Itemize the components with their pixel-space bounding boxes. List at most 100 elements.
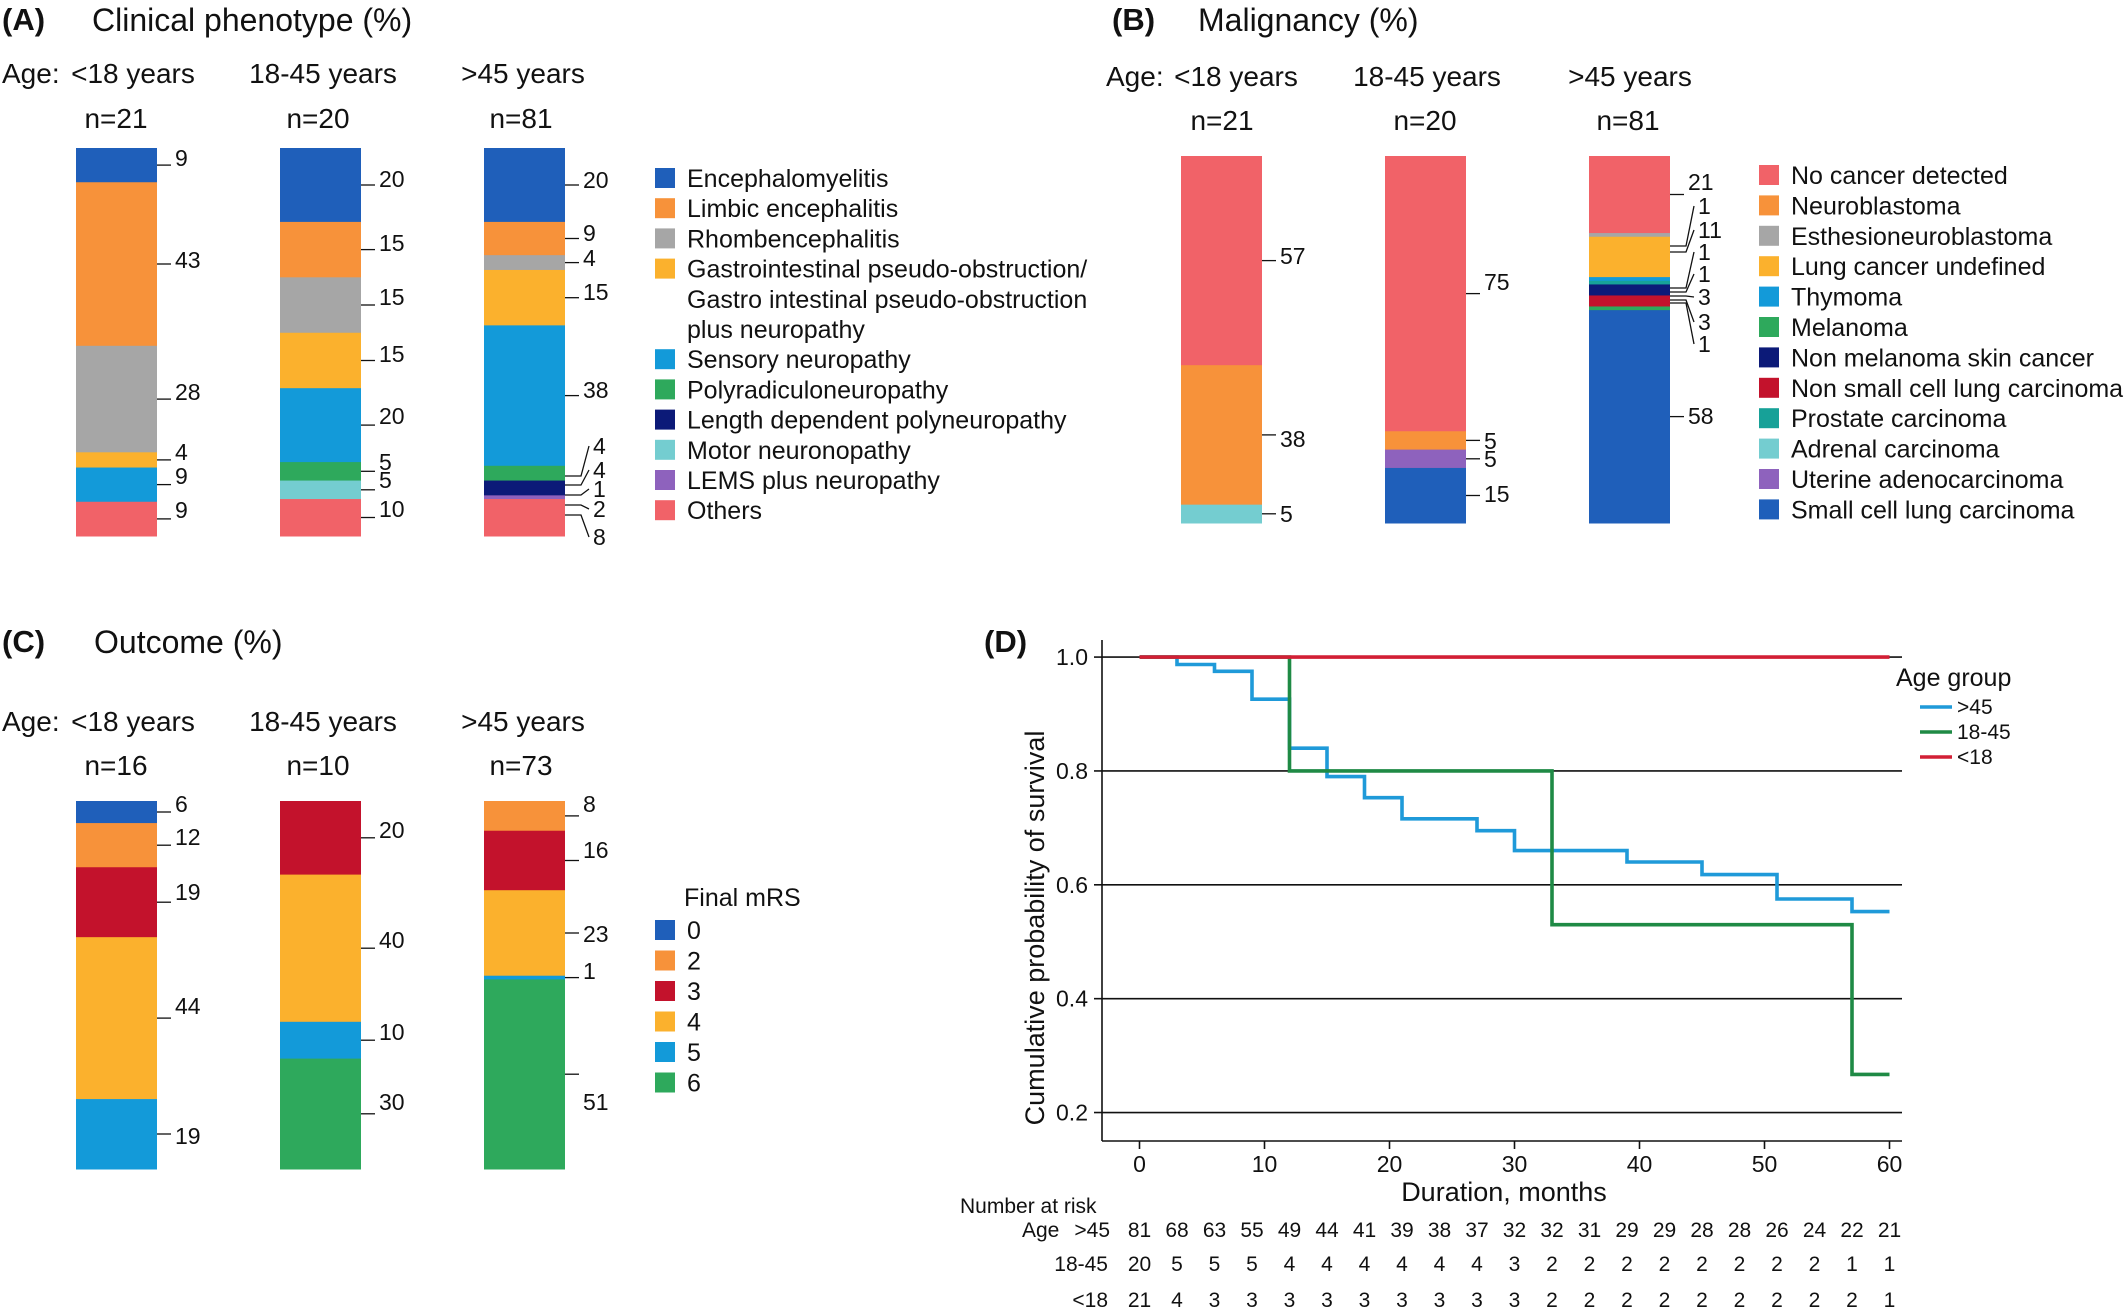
risk-value: 68 bbox=[1165, 1219, 1188, 1242]
age-group-label: 18-45 years bbox=[249, 706, 397, 737]
risk-value: 3 bbox=[1509, 1289, 1521, 1312]
segment-value-label: 1 bbox=[1698, 261, 1711, 287]
risk-value: 22 bbox=[1840, 1219, 1863, 1242]
legend-label: Limbic encephalitis bbox=[687, 195, 898, 223]
panel-a-age-prefix: Age: bbox=[2, 58, 60, 89]
risk-value: 5 bbox=[1246, 1253, 1258, 1276]
bar-segment bbox=[76, 148, 157, 183]
legend-label: Gastro intestinal pseudo-obstruction bbox=[687, 286, 1087, 314]
legend-label: plus neuropathy bbox=[687, 316, 865, 344]
panel-b-label: (B) bbox=[1112, 2, 1155, 37]
age-group-label: >45 years bbox=[1568, 61, 1692, 92]
bar-segment bbox=[1589, 156, 1670, 234]
segment-value-label: 40 bbox=[379, 927, 405, 953]
risk-value: 2 bbox=[1809, 1253, 1821, 1276]
segment-value-label: 9 bbox=[175, 145, 188, 171]
risk-value: 28 bbox=[1690, 1219, 1713, 1242]
panel-d-label: (D) bbox=[984, 624, 1027, 659]
bar-segment bbox=[76, 937, 157, 1100]
group-n-label: n=81 bbox=[1596, 105, 1659, 136]
risk-row-label: 18-45 bbox=[1054, 1253, 1108, 1276]
risk-value: 2 bbox=[1546, 1289, 1558, 1312]
legend-label: Lung cancer undefined bbox=[1791, 253, 2045, 281]
segment-value-label: 8 bbox=[583, 791, 596, 817]
group-n-label: n=20 bbox=[286, 103, 349, 134]
risk-value: 29 bbox=[1615, 1219, 1638, 1242]
km-y-tick-label: 0.4 bbox=[1056, 986, 1088, 1012]
risk-value: 2 bbox=[1809, 1289, 1821, 1312]
risk-value: 38 bbox=[1428, 1219, 1451, 1242]
km-x-tick-label: 30 bbox=[1502, 1151, 1528, 1177]
risk-value: 21 bbox=[1878, 1219, 1901, 1242]
group-n-label: n=73 bbox=[489, 750, 552, 781]
bar-segment bbox=[1181, 156, 1262, 366]
bar-segment bbox=[484, 979, 565, 1170]
bar-segment bbox=[1181, 504, 1262, 524]
segment-value-label: 5 bbox=[379, 467, 392, 493]
risk-value: 3 bbox=[1209, 1289, 1221, 1312]
risk-value: 1 bbox=[1846, 1253, 1858, 1276]
segment-value-label: 21 bbox=[1688, 169, 1714, 195]
risk-row-label: <18 bbox=[1072, 1289, 1108, 1312]
risk-value: 32 bbox=[1503, 1219, 1526, 1242]
bar-segment bbox=[1589, 236, 1670, 278]
bar-segment bbox=[484, 269, 565, 326]
segment-value-label: 9 bbox=[175, 463, 188, 489]
segment-leader-line bbox=[565, 469, 590, 486]
km-x-axis-label: Duration, months bbox=[1401, 1177, 1607, 1207]
segment-value-label: 9 bbox=[175, 497, 188, 523]
legend-swatch bbox=[1759, 347, 1779, 368]
bar-segment bbox=[280, 277, 361, 334]
bar-segment bbox=[484, 255, 565, 271]
risk-value: 2 bbox=[1771, 1289, 1783, 1312]
risk-value: 2 bbox=[1584, 1289, 1596, 1312]
segment-value-label: 15 bbox=[379, 284, 405, 310]
panel-c-legend: 0 23 45 6 bbox=[655, 917, 701, 1098]
legend-label: Polyradiculoneuropathy bbox=[687, 376, 949, 404]
risk-value: 3 bbox=[1509, 1253, 1521, 1276]
segment-value-label: 38 bbox=[583, 377, 609, 403]
km-y-axis-label: Cumulative probability of survival bbox=[1020, 731, 1050, 1126]
risk-value: 4 bbox=[1471, 1253, 1483, 1276]
risk-value: 3 bbox=[1396, 1289, 1408, 1312]
segment-value-label: 5 bbox=[379, 449, 392, 475]
risk-value: 37 bbox=[1465, 1219, 1488, 1242]
segment-leader-line bbox=[1670, 251, 1695, 289]
risk-value: 2 bbox=[1621, 1289, 1633, 1312]
segment-value-label: 3 bbox=[1698, 309, 1711, 335]
panel-c: (C) Outcome (%) Age: <18 yearsn=16612194… bbox=[2, 624, 801, 1170]
risk-value: 3 bbox=[1321, 1289, 1333, 1312]
risk-value: 1 bbox=[1884, 1253, 1896, 1276]
group-n-label: n=16 bbox=[84, 750, 147, 781]
legend-swatch bbox=[1759, 377, 1779, 398]
risk-value: 32 bbox=[1540, 1219, 1563, 1242]
bar-group-2: >45 years n=73 8 16 23 1 51 bbox=[461, 706, 609, 1170]
legend-swatch bbox=[1759, 438, 1779, 459]
legend-swatch bbox=[655, 1011, 675, 1032]
legend-label: Melanoma bbox=[1791, 314, 1908, 342]
legend-swatch bbox=[1759, 165, 1779, 185]
legend-label: No cancer detected bbox=[1791, 162, 2008, 190]
bar-segment bbox=[1589, 295, 1670, 307]
legend-label: Esthesioneuroblastoma bbox=[1791, 223, 2052, 251]
bar-segment bbox=[280, 332, 361, 389]
risk-value: 5 bbox=[1171, 1253, 1183, 1276]
segment-value-label: 20 bbox=[379, 166, 405, 192]
legend-swatch bbox=[1759, 317, 1779, 337]
km-x-tick-label: 20 bbox=[1377, 1151, 1403, 1177]
group-n-label: n=20 bbox=[1393, 105, 1456, 136]
bar-segment bbox=[280, 221, 361, 278]
km-gridlines bbox=[1102, 656, 1902, 1114]
panel-c-legend-title: Final mRS bbox=[684, 884, 801, 912]
risk-value: 21 bbox=[1128, 1289, 1151, 1312]
bar-segment bbox=[76, 867, 157, 938]
segment-leader-line bbox=[1670, 229, 1695, 253]
risk-value: 3 bbox=[1434, 1289, 1446, 1312]
age-group-label: <18 years bbox=[1174, 61, 1298, 92]
km-y-tick-label: 0.2 bbox=[1056, 1100, 1088, 1126]
panel-b-title: Malignancy (%) bbox=[1198, 2, 1419, 38]
risk-value: 4 bbox=[1284, 1253, 1296, 1276]
